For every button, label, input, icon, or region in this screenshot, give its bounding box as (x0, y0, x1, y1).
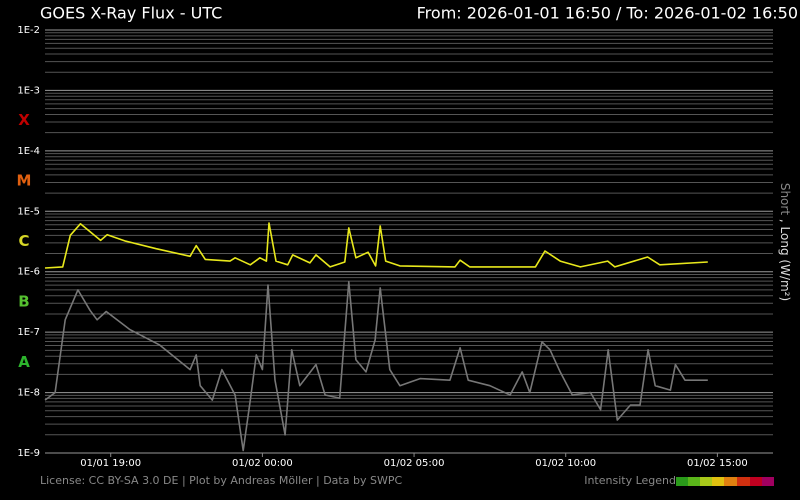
x-tick-label: 01/02 00:00 (232, 458, 293, 469)
y-tick-label: 1E-4 (17, 146, 40, 157)
y-tick-label: 1E-5 (17, 206, 40, 217)
flare-class-label: C (18, 232, 29, 250)
x-tick-label: 01/02 10:00 (535, 458, 596, 469)
intensity-legend-bar (676, 477, 774, 486)
legend-unit: (W/m²) (779, 259, 793, 301)
y-tick-label: 1E-7 (17, 327, 40, 338)
y-tick-label: 1E-2 (17, 25, 40, 36)
x-tick-label: 01/02 15:00 (687, 458, 748, 469)
flare-class-label: A (18, 353, 30, 371)
y-tick-label: 1E-8 (17, 388, 40, 399)
y-tick-label: 1E-9 (17, 448, 40, 459)
x-tick-label: 01/02 05:00 (384, 458, 445, 469)
series-line (44, 281, 708, 452)
legend-long: Long (779, 227, 793, 256)
chart-title: GOES X-Ray Flux - UTC (40, 4, 222, 23)
flare-class-label: B (18, 292, 29, 310)
legend-short: Short (779, 183, 793, 215)
intensity-legend-label: Intensity Legend (584, 474, 676, 487)
footer: License: CC BY-SA 3.0 DE | Plot by Andre… (40, 474, 402, 487)
legend-separator: , (779, 219, 793, 223)
flare-class-label: X (18, 111, 30, 129)
legend: Short , Long (W/m²) (779, 183, 793, 301)
x-tick-label: 01/01 19:00 (80, 458, 141, 469)
y-tick-label: 1E-6 (17, 267, 40, 278)
series-line (44, 222, 708, 269)
time-range: From: 2026-01-01 16:50 / To: 2026-01-02 … (417, 4, 798, 23)
y-tick-label: 1E-3 (17, 85, 40, 96)
flare-class-label: M (17, 172, 32, 190)
